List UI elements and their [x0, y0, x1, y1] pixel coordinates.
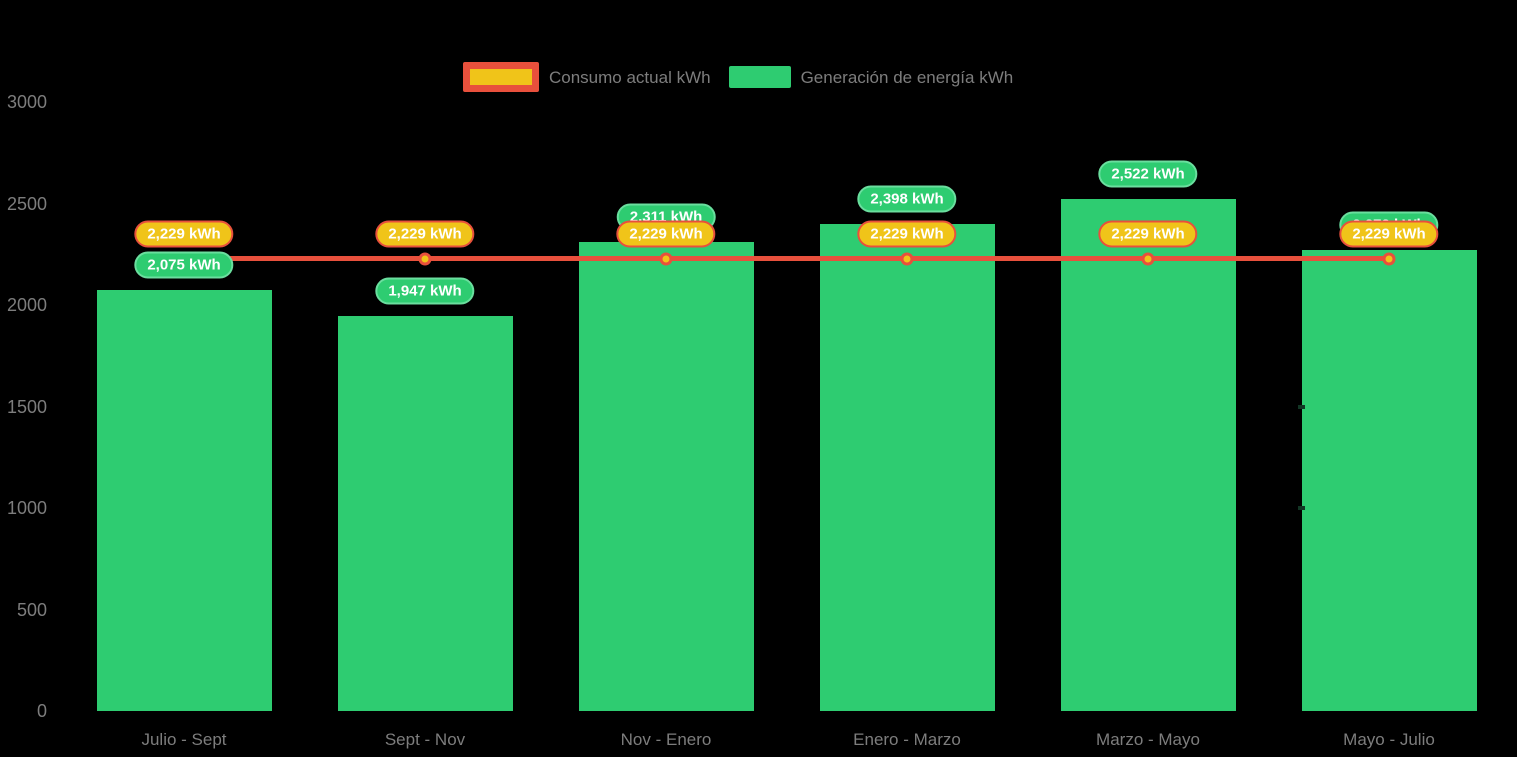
line-value-badge: 2,229 kWh — [1339, 220, 1439, 247]
y-axis-tick-label: 2500 — [6, 193, 47, 214]
line-value-badge: 2,229 kWh — [616, 220, 716, 247]
consumo-line — [184, 256, 1389, 261]
line-value-badge: 2,229 kWh — [857, 220, 957, 247]
x-axis-category-label: Julio - Sept — [141, 730, 227, 749]
x-axis-category-label: Nov - Enero — [620, 730, 712, 749]
legend-item-consumo[interactable]: Consumo actual kWh — [463, 62, 711, 92]
line-marker[interactable] — [1382, 252, 1396, 265]
bar-value-badge: 2,398 kWh — [857, 185, 957, 213]
bar-generacion[interactable] — [1301, 249, 1477, 711]
generacion-swatch-icon — [728, 66, 791, 88]
axis-tick-artifact — [1298, 404, 1305, 409]
line-value-badge: 2,229 kWh — [1098, 220, 1198, 247]
bar-value-badge: 2,075 kWh — [134, 251, 234, 279]
bar-value-badge: 1,947 kWh — [375, 277, 475, 305]
y-axis-tick-label: 0 — [36, 701, 47, 721]
axis-tick-artifact — [1298, 506, 1305, 510]
line-marker[interactable] — [418, 252, 432, 265]
x-axis-category-label: Sept - Nov — [384, 730, 466, 749]
line-value-badge: 2,229 kWh — [375, 220, 475, 247]
x-axis-category-label: Enero - Marzo — [853, 730, 961, 749]
x-axis-category-label: Marzo - Mayo — [1096, 730, 1200, 749]
y-axis-tick-label: 3000 — [6, 92, 47, 112]
x-axis-category-label: Mayo - Julio — [1343, 730, 1435, 749]
line-marker[interactable] — [659, 252, 673, 265]
legend-label-generacion: Generación de energía kWh — [800, 67, 1014, 87]
y-axis-tick-label: 1000 — [6, 498, 47, 518]
bar-generacion[interactable] — [578, 241, 754, 711]
bar-generacion[interactable] — [337, 315, 513, 711]
bar-generacion[interactable] — [96, 289, 272, 711]
consumo-swatch-icon — [463, 62, 539, 92]
line-marker[interactable] — [900, 252, 914, 265]
y-axis-tick-label: 500 — [16, 599, 47, 620]
y-axis-tick-label: 2000 — [6, 295, 47, 315]
bar-value-badge: 2,522 kWh — [1098, 160, 1198, 188]
legend-item-generacion[interactable]: Generación de energía kWh — [728, 66, 1014, 88]
line-marker[interactable] — [1141, 252, 1155, 265]
line-value-badge: 2,229 kWh — [134, 220, 234, 247]
y-axis-tick-label: 1500 — [6, 396, 47, 417]
legend-label-consumo: Consumo actual kWh — [549, 67, 711, 87]
bar-generacion[interactable] — [819, 224, 995, 711]
legend: Consumo actual kWh Generación de energía… — [463, 62, 1013, 92]
bar-generacion[interactable] — [1060, 199, 1236, 711]
